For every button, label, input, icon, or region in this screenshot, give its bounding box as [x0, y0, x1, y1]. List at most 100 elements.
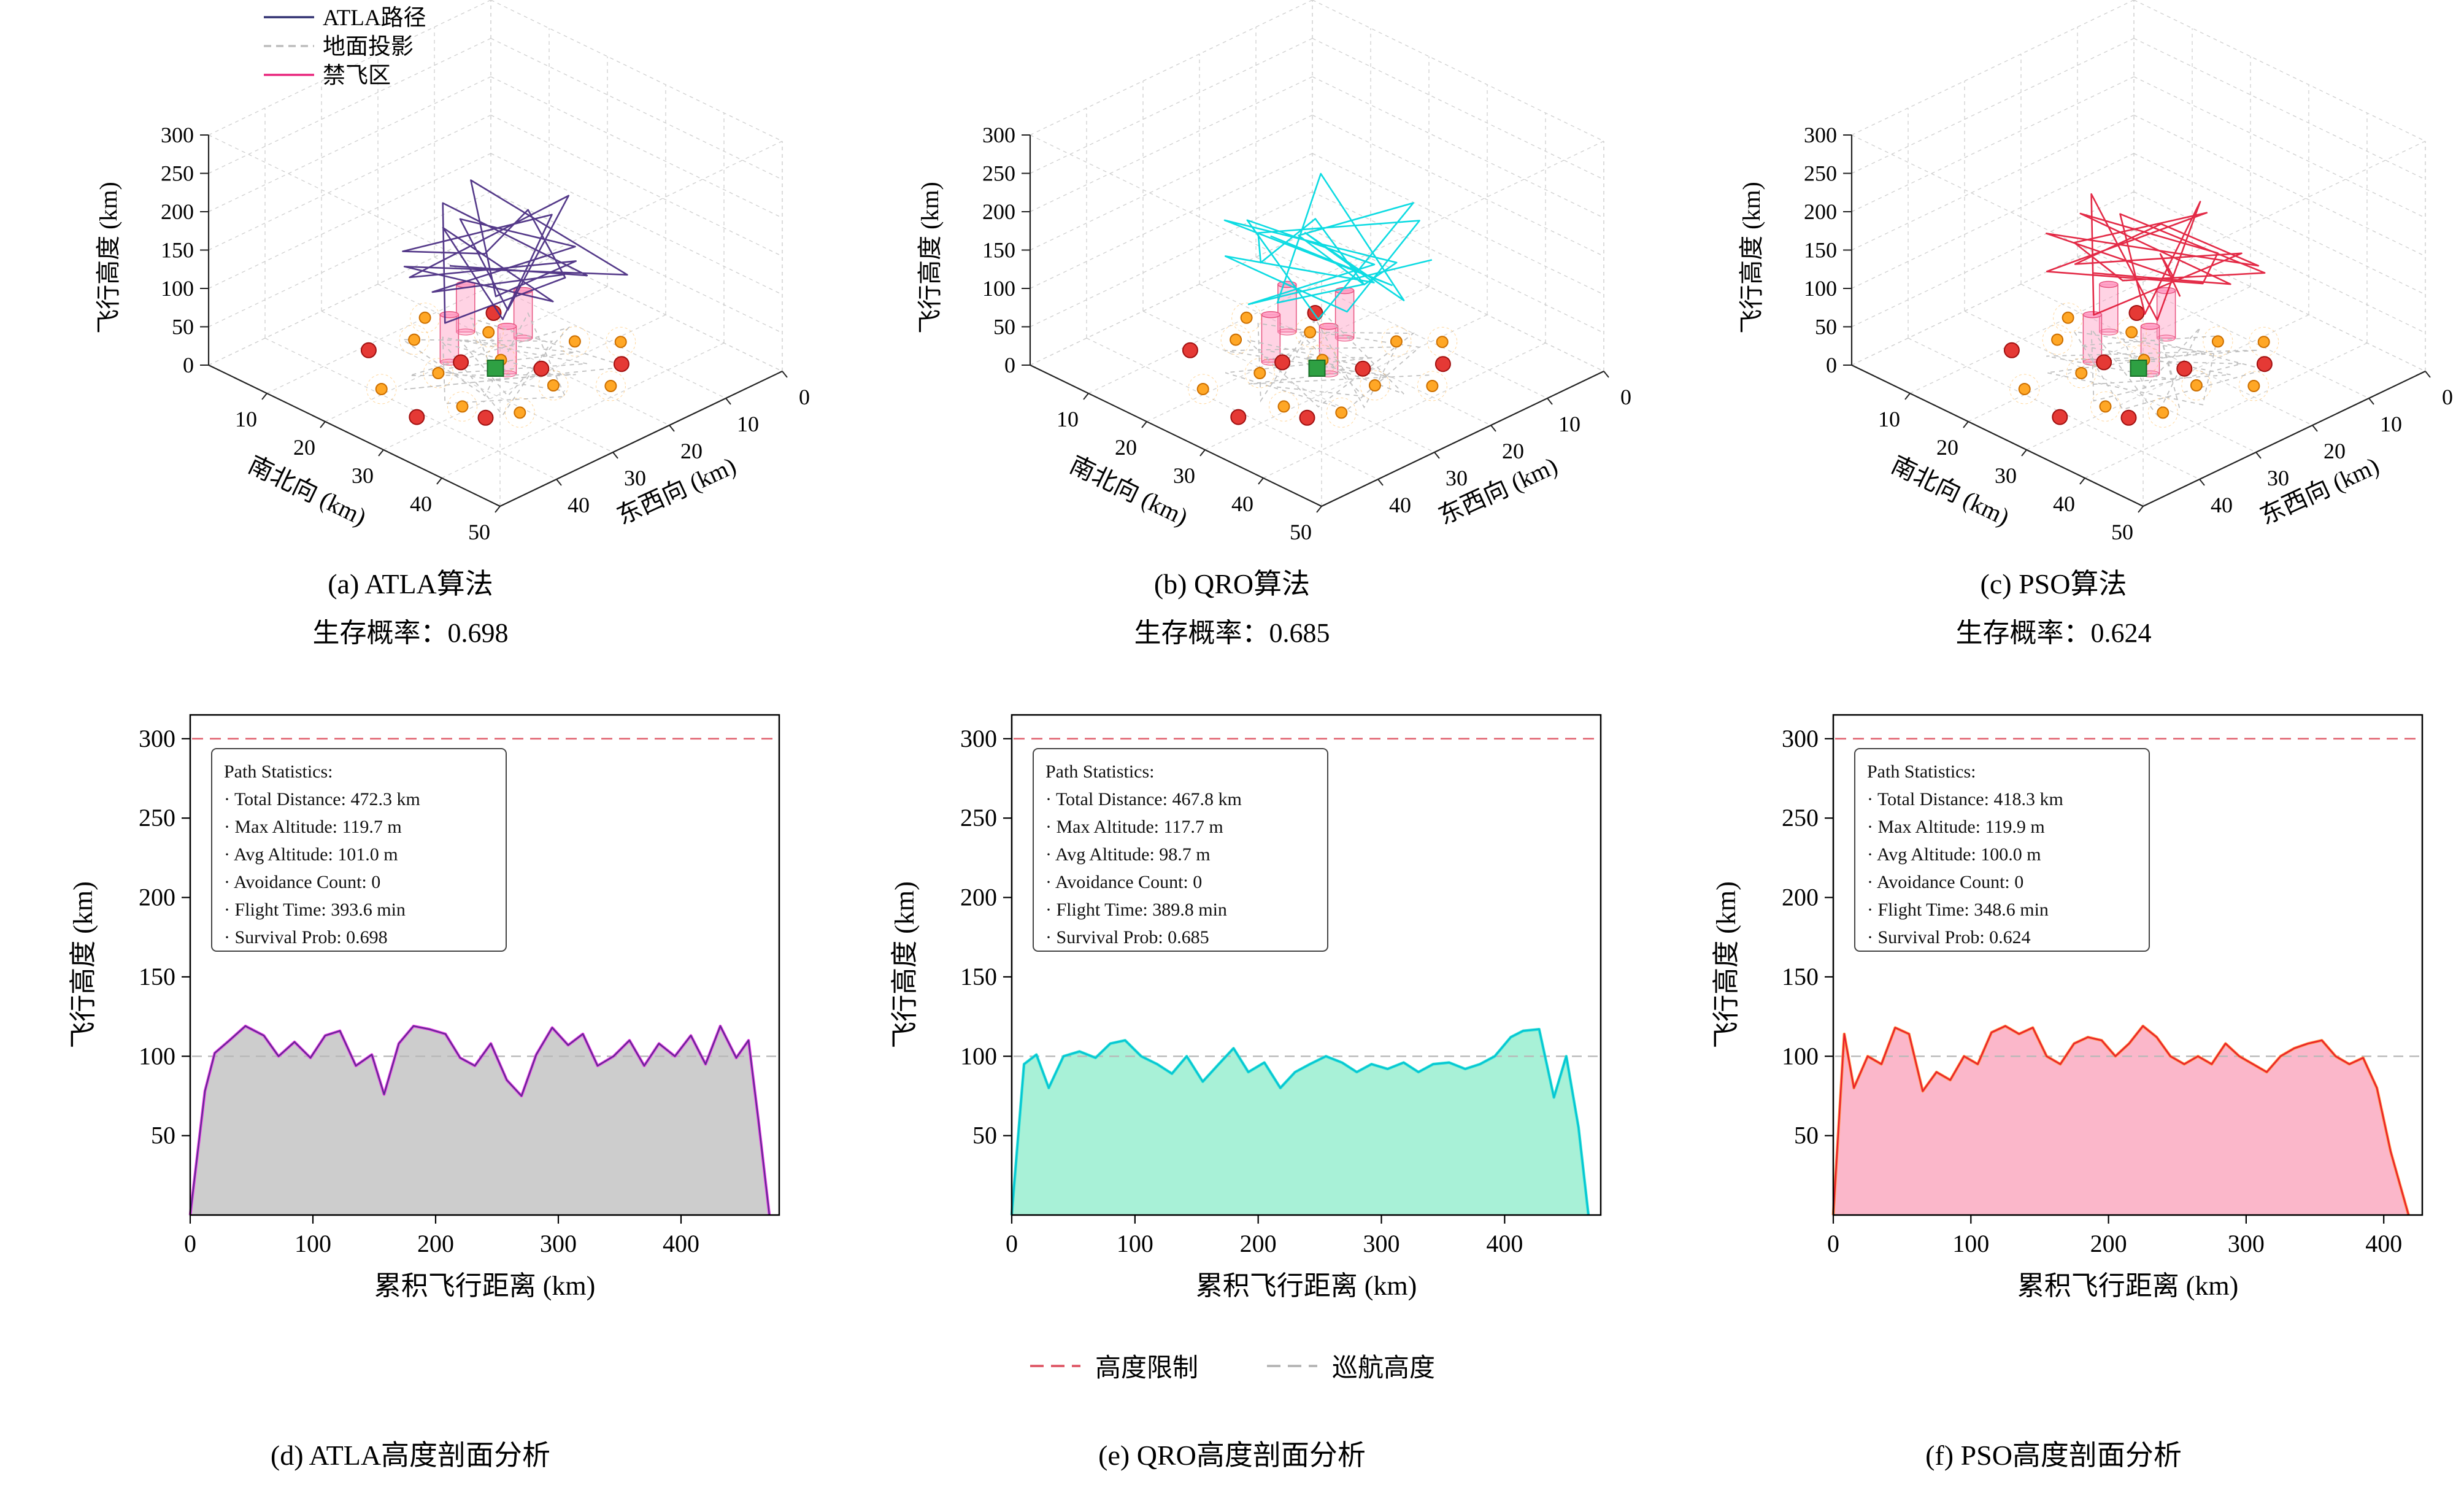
area-fill — [190, 1026, 769, 1215]
threat-marker — [482, 326, 495, 339]
tick-labels: 50 100 150 200 250 300 0 100 200 300 400 — [139, 725, 699, 1257]
svg-text:0: 0 — [1006, 1230, 1018, 1257]
svg-text:10: 10 — [235, 407, 257, 431]
threat-marker — [2075, 367, 2088, 379]
svg-text:30: 30 — [1446, 466, 1468, 490]
target-marker — [2096, 354, 2112, 371]
svg-text:0: 0 — [183, 353, 194, 377]
grid — [1030, 0, 1604, 507]
svg-text:20: 20 — [293, 435, 315, 460]
threat-marker — [456, 400, 469, 413]
z-axis-label: 飞行高度 (km) — [94, 182, 122, 334]
threat-marker — [1390, 335, 1403, 348]
scene-markers — [1182, 303, 1458, 428]
svg-text:50: 50 — [2111, 520, 2133, 540]
target-marker — [1182, 342, 1198, 358]
x-axis-label: 累积飞行距离 (km) — [2017, 1271, 2239, 1301]
svg-text:40: 40 — [410, 492, 432, 516]
svg-text:200: 200 — [139, 884, 175, 911]
svg-text:200: 200 — [1240, 1230, 1277, 1257]
threat-marker — [2062, 311, 2074, 324]
svg-text:250: 250 — [139, 804, 175, 831]
profile-line — [1011, 1028, 1589, 1216]
legend-label-altitude-limit: 高度限制 — [1095, 1354, 1198, 1383]
stats-line: · Survival Prob: 0.698 — [224, 927, 388, 947]
y-axis-label: 飞行高度 (km) — [1711, 881, 1741, 1049]
start-marker — [2130, 360, 2147, 377]
svg-text:10: 10 — [2380, 412, 2402, 436]
panel-b: 0 50 100 150 200 250 300 10 20 30 40 50 40 30 20 10 0 飞行高… — [822, 0, 1642, 669]
target-marker — [2120, 409, 2137, 426]
svg-text:150: 150 — [161, 238, 194, 263]
stats-line: Path Statistics: — [1867, 762, 1976, 782]
caption-e: (e) QRO高度剖面分析 — [1098, 1440, 1366, 1471]
stats-line: · Flight Time: 348.6 min — [1867, 900, 2049, 920]
x-axis-label: 东西向 (km) — [613, 452, 741, 530]
svg-text:200: 200 — [417, 1230, 454, 1257]
svg-text:100: 100 — [1782, 1042, 1819, 1070]
svg-text:250: 250 — [1804, 161, 1837, 186]
stats-line: · Max Altitude: 119.9 m — [1867, 817, 2045, 837]
x-axis-label: 累积飞行距离 (km) — [374, 1271, 596, 1301]
scene-markers — [360, 303, 636, 428]
svg-text:300: 300 — [2228, 1230, 2265, 1257]
stats-line: Path Statistics: — [1045, 762, 1155, 782]
grid — [1851, 0, 2426, 507]
svg-text:40: 40 — [2053, 492, 2075, 516]
target-marker — [409, 409, 425, 425]
svg-text:100: 100 — [1804, 276, 1837, 301]
survival-a: 生存概率：0.698 — [312, 618, 509, 648]
plot-frame — [1832, 714, 2424, 1216]
stats-line: · Flight Time: 393.6 min — [224, 900, 406, 920]
svg-text:200: 200 — [960, 884, 997, 911]
threat-marker — [2018, 383, 2031, 395]
target-marker — [2128, 305, 2145, 321]
svg-text:150: 150 — [139, 963, 175, 990]
no-fly-cylinders — [1261, 280, 1355, 377]
area-fill — [1012, 1029, 1588, 1215]
threat-marker — [2125, 326, 2138, 339]
threat-marker — [432, 367, 445, 379]
svg-text:30: 30 — [2267, 466, 2289, 490]
threat-marker — [1230, 333, 1242, 346]
target-marker — [2052, 409, 2068, 425]
svg-text:0: 0 — [2442, 385, 2453, 409]
stats-line: · Avoidance Count: 0 — [1867, 872, 2023, 892]
svg-text:0: 0 — [799, 385, 810, 409]
svg-text:300: 300 — [982, 123, 1015, 147]
caption-f: (f) PSO高度剖面分析 — [1925, 1440, 2182, 1471]
target-marker — [1434, 356, 1451, 372]
svg-text:30: 30 — [1173, 463, 1195, 488]
legend-entry-altitude-limit: 高度限制 — [1029, 1347, 1198, 1384]
svg-text:0: 0 — [1004, 353, 1015, 377]
svg-text:50: 50 — [151, 1122, 175, 1149]
ground-projection — [2046, 326, 2267, 417]
stats-box: Path Statistics: · Total Distance: 467.8 … — [1033, 748, 1328, 952]
legend-entry-cruise-altitude: 巡航高度 — [1266, 1347, 1435, 1384]
tick-labels: 50 100 150 200 250 300 0 100 200 300 400 — [1782, 725, 2402, 1257]
altitude-profile-qro: 50 100 150 200 250 300 0 100 200 300 400 飞行高度 (km) 累… — [890, 714, 1602, 1301]
legend-label-cruise-altitude: 巡航高度 — [1332, 1354, 1436, 1383]
svg-text:200: 200 — [2090, 1230, 2127, 1257]
svg-text:100: 100 — [960, 1042, 997, 1070]
threat-marker — [1277, 400, 1290, 413]
svg-text:300: 300 — [1363, 1230, 1400, 1257]
stats-line: · Avoidance Count: 0 — [1045, 872, 1202, 892]
svg-text:50: 50 — [1815, 315, 1837, 339]
profile-line — [189, 1025, 771, 1216]
svg-text:250: 250 — [982, 161, 1015, 186]
threat-marker — [2099, 400, 2112, 413]
target-marker — [613, 356, 629, 372]
stats-line: · Total Distance: 467.8 km — [1045, 789, 1242, 809]
cruise-altitude-dash-icon — [1267, 1364, 1317, 1367]
svg-text:100: 100 — [295, 1230, 331, 1257]
threat-marker — [614, 336, 627, 349]
svg-text:150: 150 — [1804, 238, 1837, 263]
svg-text:30: 30 — [1995, 463, 2017, 488]
3d-plot-pso: 0501001502002503001020304050403020100飞行高… — [1738, 0, 2453, 544]
stats-line: · Avg Altitude: 101.0 m — [224, 844, 398, 865]
stats-line: · Max Altitude: 119.7 m — [224, 817, 402, 837]
threat-marker — [1240, 311, 1253, 324]
3d-plot-atla: 0501001502002503001020304050403020100飞行高… — [94, 0, 810, 544]
